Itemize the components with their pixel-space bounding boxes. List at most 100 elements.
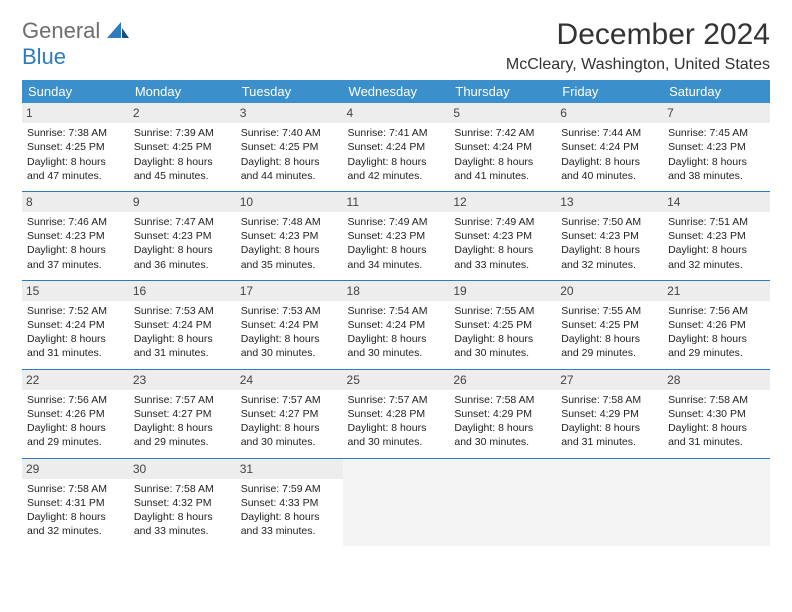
calendar-day-cell: 9Sunrise: 7:47 AMSunset: 4:23 PMDaylight… <box>129 191 236 280</box>
calendar-day-cell: 17Sunrise: 7:53 AMSunset: 4:24 PMDayligh… <box>236 280 343 369</box>
day-header: Tuesday <box>236 80 343 103</box>
calendar-day-cell <box>449 458 556 546</box>
calendar-day-cell: 8Sunrise: 7:46 AMSunset: 4:23 PMDaylight… <box>22 191 129 280</box>
sunset-text: Sunset: 4:29 PM <box>561 407 658 421</box>
daylight-text: Daylight: 8 hours and 29 minutes. <box>134 421 231 449</box>
calendar-day-cell: 25Sunrise: 7:57 AMSunset: 4:28 PMDayligh… <box>343 369 450 458</box>
calendar-day-cell: 5Sunrise: 7:42 AMSunset: 4:24 PMDaylight… <box>449 103 556 191</box>
sunset-text: Sunset: 4:27 PM <box>134 407 231 421</box>
sunset-text: Sunset: 4:25 PM <box>27 140 124 154</box>
daylight-text: Daylight: 8 hours and 29 minutes. <box>668 332 765 360</box>
sunset-text: Sunset: 4:25 PM <box>134 140 231 154</box>
calendar-day-cell: 27Sunrise: 7:58 AMSunset: 4:29 PMDayligh… <box>556 369 663 458</box>
sunrise-text: Sunrise: 7:50 AM <box>561 215 658 229</box>
sunrise-text: Sunrise: 7:49 AM <box>454 215 551 229</box>
day-header: Monday <box>129 80 236 103</box>
calendar-day-cell: 21 Sunrise: 7:56 AMSunset: 4:26 PMDayligh… <box>663 280 770 369</box>
sunrise-text: Sunrise: 7:45 AM <box>668 126 765 140</box>
sunrise-text: Sunrise: 7:48 AM <box>241 215 338 229</box>
sunrise-text: Sunrise: 7:55 AM <box>561 304 658 318</box>
daylight-text: Daylight: 8 hours and 30 minutes. <box>348 332 445 360</box>
daylight-text: Daylight: 8 hours and 30 minutes. <box>241 332 338 360</box>
calendar-week-row: 1Sunrise: 7:38 AMSunset: 4:25 PMDaylight… <box>22 103 770 191</box>
day-number: 7 <box>663 103 770 123</box>
sunset-text: Sunset: 4:24 PM <box>27 318 124 332</box>
sunset-text: Sunset: 4:28 PM <box>348 407 445 421</box>
calendar-day-cell: 29Sunrise: 7:58 AMSunset: 4:31 PMDayligh… <box>22 458 129 546</box>
calendar-day-cell: 14Sunrise: 7:51 AMSunset: 4:23 PMDayligh… <box>663 191 770 280</box>
daylight-text: Daylight: 8 hours and 29 minutes. <box>27 421 124 449</box>
daylight-text: Daylight: 8 hours and 31 minutes. <box>561 421 658 449</box>
calendar-day-cell: 4Sunrise: 7:41 AMSunset: 4:24 PMDaylight… <box>343 103 450 191</box>
sunrise-text: Sunrise: 7:58 AM <box>454 393 551 407</box>
day-number: 8 <box>22 192 129 212</box>
daylight-text: Daylight: 8 hours and 32 minutes. <box>561 243 658 271</box>
day-number: 9 <box>129 192 236 212</box>
day-number: 12 <box>449 192 556 212</box>
sunrise-text: Sunrise: 7:57 AM <box>134 393 231 407</box>
daylight-text: Daylight: 8 hours and 37 minutes. <box>27 243 124 271</box>
calendar-day-cell: 26Sunrise: 7:58 AMSunset: 4:29 PMDayligh… <box>449 369 556 458</box>
daylight-text: Daylight: 8 hours and 31 minutes. <box>134 332 231 360</box>
day-header: Saturday <box>663 80 770 103</box>
sunset-text: Sunset: 4:24 PM <box>134 318 231 332</box>
day-number: 25 <box>343 370 450 390</box>
logo-sail-icon <box>107 20 129 38</box>
logo-word1: General <box>22 18 100 43</box>
day-number: 1 <box>22 103 129 123</box>
day-header-row: Sunday Monday Tuesday Wednesday Thursday… <box>22 80 770 103</box>
day-number: 23 <box>129 370 236 390</box>
sunrise-text: Sunrise: 7:51 AM <box>668 215 765 229</box>
day-number: 21 <box>663 281 770 301</box>
calendar-day-cell: 3Sunrise: 7:40 AMSunset: 4:25 PMDaylight… <box>236 103 343 191</box>
daylight-text: Daylight: 8 hours and 33 minutes. <box>241 510 338 538</box>
sunset-text: Sunset: 4:26 PM <box>27 407 124 421</box>
calendar-day-cell: 13Sunrise: 7:50 AMSunset: 4:23 PMDayligh… <box>556 191 663 280</box>
day-number: 31 <box>236 459 343 479</box>
sunset-text: Sunset: 4:26 PM <box>668 318 765 332</box>
daylight-text: Daylight: 8 hours and 29 minutes. <box>561 332 658 360</box>
sunrise-text: Sunrise: 7:56 AM <box>668 304 765 318</box>
day-number: 6 <box>556 103 663 123</box>
sunset-text: Sunset: 4:27 PM <box>241 407 338 421</box>
daylight-text: Daylight: 8 hours and 38 minutes. <box>668 155 765 183</box>
daylight-text: Daylight: 8 hours and 41 minutes. <box>454 155 551 183</box>
day-number: 4 <box>343 103 450 123</box>
sunset-text: Sunset: 4:24 PM <box>348 318 445 332</box>
daylight-text: Daylight: 8 hours and 32 minutes. <box>27 510 124 538</box>
day-number: 22 <box>22 370 129 390</box>
daylight-text: Daylight: 8 hours and 42 minutes. <box>348 155 445 183</box>
page-header: General Blue December 2024 McCleary, Was… <box>22 18 770 74</box>
day-number: 16 <box>129 281 236 301</box>
day-header: Sunday <box>22 80 129 103</box>
sunrise-text: Sunrise: 7:39 AM <box>134 126 231 140</box>
daylight-text: Daylight: 8 hours and 30 minutes. <box>454 421 551 449</box>
location-text: McCleary, Washington, United States <box>506 56 770 74</box>
daylight-text: Daylight: 8 hours and 36 minutes. <box>134 243 231 271</box>
sunset-text: Sunset: 4:23 PM <box>454 229 551 243</box>
sunset-text: Sunset: 4:32 PM <box>134 496 231 510</box>
calendar-week-row: 22Sunrise: 7:56 AMSunset: 4:26 PMDayligh… <box>22 369 770 458</box>
sunrise-text: Sunrise: 7:53 AM <box>134 304 231 318</box>
daylight-text: Daylight: 8 hours and 47 minutes. <box>27 155 124 183</box>
sunrise-text: Sunrise: 7:57 AM <box>241 393 338 407</box>
daylight-text: Daylight: 8 hours and 31 minutes. <box>27 332 124 360</box>
sunrise-text: Sunrise: 7:59 AM <box>241 482 338 496</box>
daylight-text: Daylight: 8 hours and 35 minutes. <box>241 243 338 271</box>
sunset-text: Sunset: 4:23 PM <box>561 229 658 243</box>
month-title: December 2024 <box>506 18 770 52</box>
calendar-day-cell: 16 Sunrise: 7:53 AMSunset: 4:24 PMDayligh… <box>129 280 236 369</box>
logo-word2: Blue <box>22 44 66 69</box>
calendar-day-cell <box>343 458 450 546</box>
calendar-day-cell: 22Sunrise: 7:56 AMSunset: 4:26 PMDayligh… <box>22 369 129 458</box>
calendar-week-row: 8Sunrise: 7:46 AMSunset: 4:23 PMDaylight… <box>22 191 770 280</box>
day-header: Friday <box>556 80 663 103</box>
daylight-text: Daylight: 8 hours and 40 minutes. <box>561 155 658 183</box>
day-header: Wednesday <box>343 80 450 103</box>
calendar-day-cell: 31Sunrise: 7:59 AMSunset: 4:33 PMDayligh… <box>236 458 343 546</box>
sunset-text: Sunset: 4:25 PM <box>454 318 551 332</box>
sunrise-text: Sunrise: 7:47 AM <box>134 215 231 229</box>
daylight-text: Daylight: 8 hours and 30 minutes. <box>348 421 445 449</box>
calendar-day-cell <box>556 458 663 546</box>
calendar-week-row: 29Sunrise: 7:58 AMSunset: 4:31 PMDayligh… <box>22 458 770 546</box>
